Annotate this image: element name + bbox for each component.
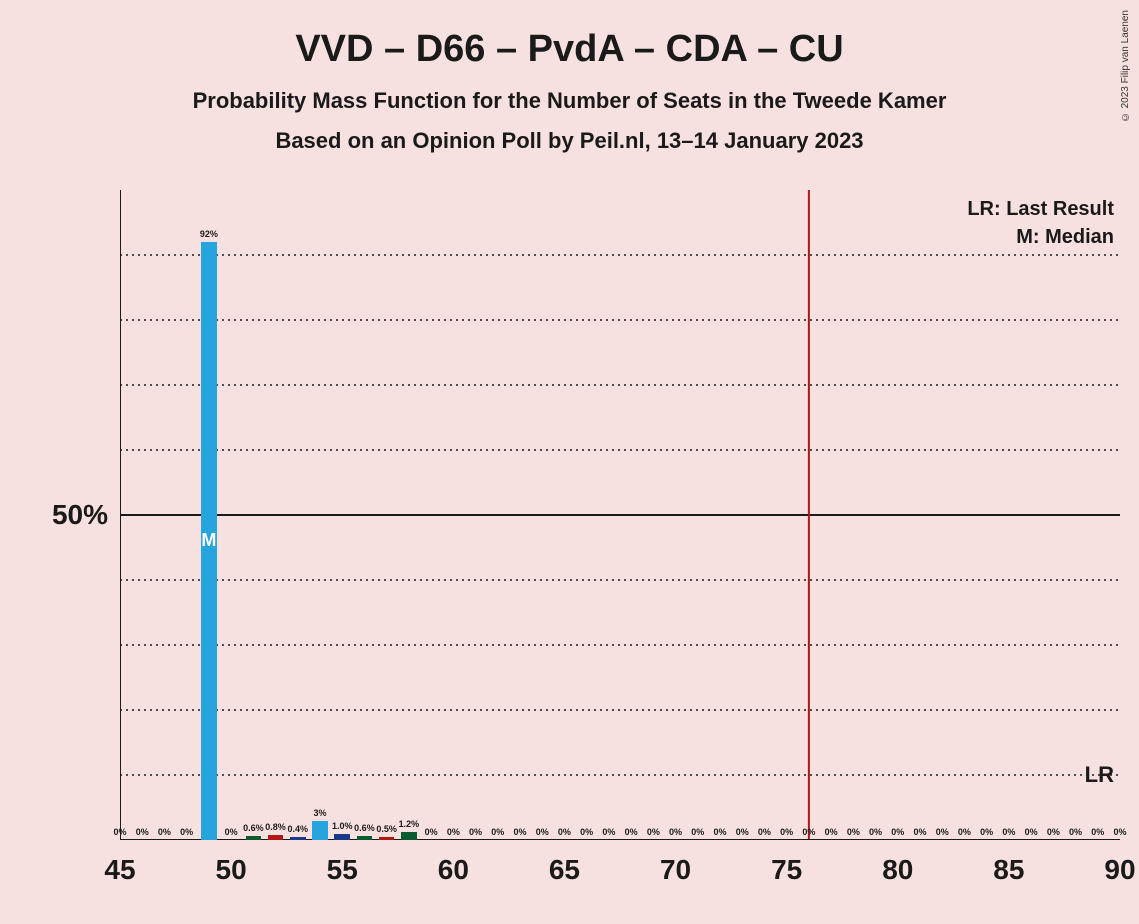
plot-svg xyxy=(120,190,1120,840)
bar xyxy=(268,835,284,840)
x-tick-label: 50 xyxy=(216,854,247,886)
bar-value-label: 3% xyxy=(313,808,326,818)
bar-value-label: 0% xyxy=(869,827,882,837)
bar-value-label: 0% xyxy=(958,827,971,837)
bar-value-label: 0% xyxy=(1002,827,1015,837)
bar-value-label: 0% xyxy=(802,827,815,837)
chart-area: 0%0%0%0%92%0%0.6%0.8%0.4%3%1.0%0.6%0.5%1… xyxy=(120,190,1120,840)
bar xyxy=(357,836,373,840)
legend-m: M: Median xyxy=(1016,226,1114,249)
chart-subtitle-1: Probability Mass Function for the Number… xyxy=(0,88,1139,114)
bar-value-label: 0% xyxy=(847,827,860,837)
bar-value-label: 0.4% xyxy=(288,824,309,834)
bar-value-label: 0% xyxy=(491,827,504,837)
bar-value-label: 0.8% xyxy=(265,822,286,832)
bar-value-label: 0% xyxy=(647,827,660,837)
bar-value-label: 0% xyxy=(425,827,438,837)
lr-marker-label: LR xyxy=(1085,762,1114,788)
copyright-text: © 2023 Filip van Laenen xyxy=(1120,10,1131,122)
bar-value-label: 92% xyxy=(200,229,218,239)
x-tick-label: 70 xyxy=(660,854,691,886)
bar-value-label: 0% xyxy=(736,827,749,837)
bar-value-label: 0% xyxy=(758,827,771,837)
x-tick-label: 60 xyxy=(438,854,469,886)
bar-value-label: 0% xyxy=(113,827,126,837)
bar-value-label: 0.5% xyxy=(376,824,397,834)
y-tick-label: 50% xyxy=(52,499,108,531)
x-tick-label: 80 xyxy=(882,854,913,886)
bar-value-label: 1.0% xyxy=(332,821,353,831)
bar-value-label: 0% xyxy=(1025,827,1038,837)
bar xyxy=(290,837,306,840)
bar xyxy=(312,821,328,841)
bar-value-label: 0% xyxy=(602,827,615,837)
bar-value-label: 0% xyxy=(936,827,949,837)
x-tick-label: 75 xyxy=(771,854,802,886)
bar-value-label: 0% xyxy=(558,827,571,837)
bar-value-label: 0.6% xyxy=(243,823,264,833)
bar-value-label: 0% xyxy=(980,827,993,837)
bar-value-label: 0% xyxy=(891,827,904,837)
bar-value-label: 0% xyxy=(1047,827,1060,837)
x-tick-label: 85 xyxy=(993,854,1024,886)
bar-value-label: 0% xyxy=(691,827,704,837)
bar-value-label: 0% xyxy=(913,827,926,837)
x-tick-label: 90 xyxy=(1104,854,1135,886)
bar-value-label: 0% xyxy=(780,827,793,837)
bar-value-label: 0.6% xyxy=(354,823,375,833)
bar-value-label: 0% xyxy=(825,827,838,837)
bar-value-label: 0% xyxy=(669,827,682,837)
legend-lr: LR: Last Result xyxy=(967,198,1114,221)
bar-value-label: 0% xyxy=(180,827,193,837)
chart-title: VVD – D66 – PvdA – CDA – CU xyxy=(0,28,1139,71)
bar-value-label: 1.2% xyxy=(399,819,420,829)
bar-value-label: 0% xyxy=(158,827,171,837)
bar-value-label: 0% xyxy=(1113,827,1126,837)
bar-value-label: 0% xyxy=(447,827,460,837)
bar xyxy=(401,832,417,840)
bar-value-label: 0% xyxy=(580,827,593,837)
x-tick-label: 45 xyxy=(104,854,135,886)
bar xyxy=(379,837,395,840)
bar-value-label: 0% xyxy=(225,827,238,837)
chart-subtitle-2: Based on an Opinion Poll by Peil.nl, 13–… xyxy=(0,128,1139,154)
x-tick-label: 55 xyxy=(327,854,358,886)
bar-value-label: 0% xyxy=(469,827,482,837)
bar-value-label: 0% xyxy=(625,827,638,837)
bar-value-label: 0% xyxy=(136,827,149,837)
bar-value-label: 0% xyxy=(536,827,549,837)
x-tick-label: 65 xyxy=(549,854,580,886)
bar xyxy=(334,834,350,841)
bar xyxy=(201,242,217,840)
bar-value-label: 0% xyxy=(513,827,526,837)
bar-value-label: 0% xyxy=(713,827,726,837)
bar xyxy=(246,836,262,840)
bar-value-label: 0% xyxy=(1091,827,1104,837)
bar-value-label: 0% xyxy=(1069,827,1082,837)
